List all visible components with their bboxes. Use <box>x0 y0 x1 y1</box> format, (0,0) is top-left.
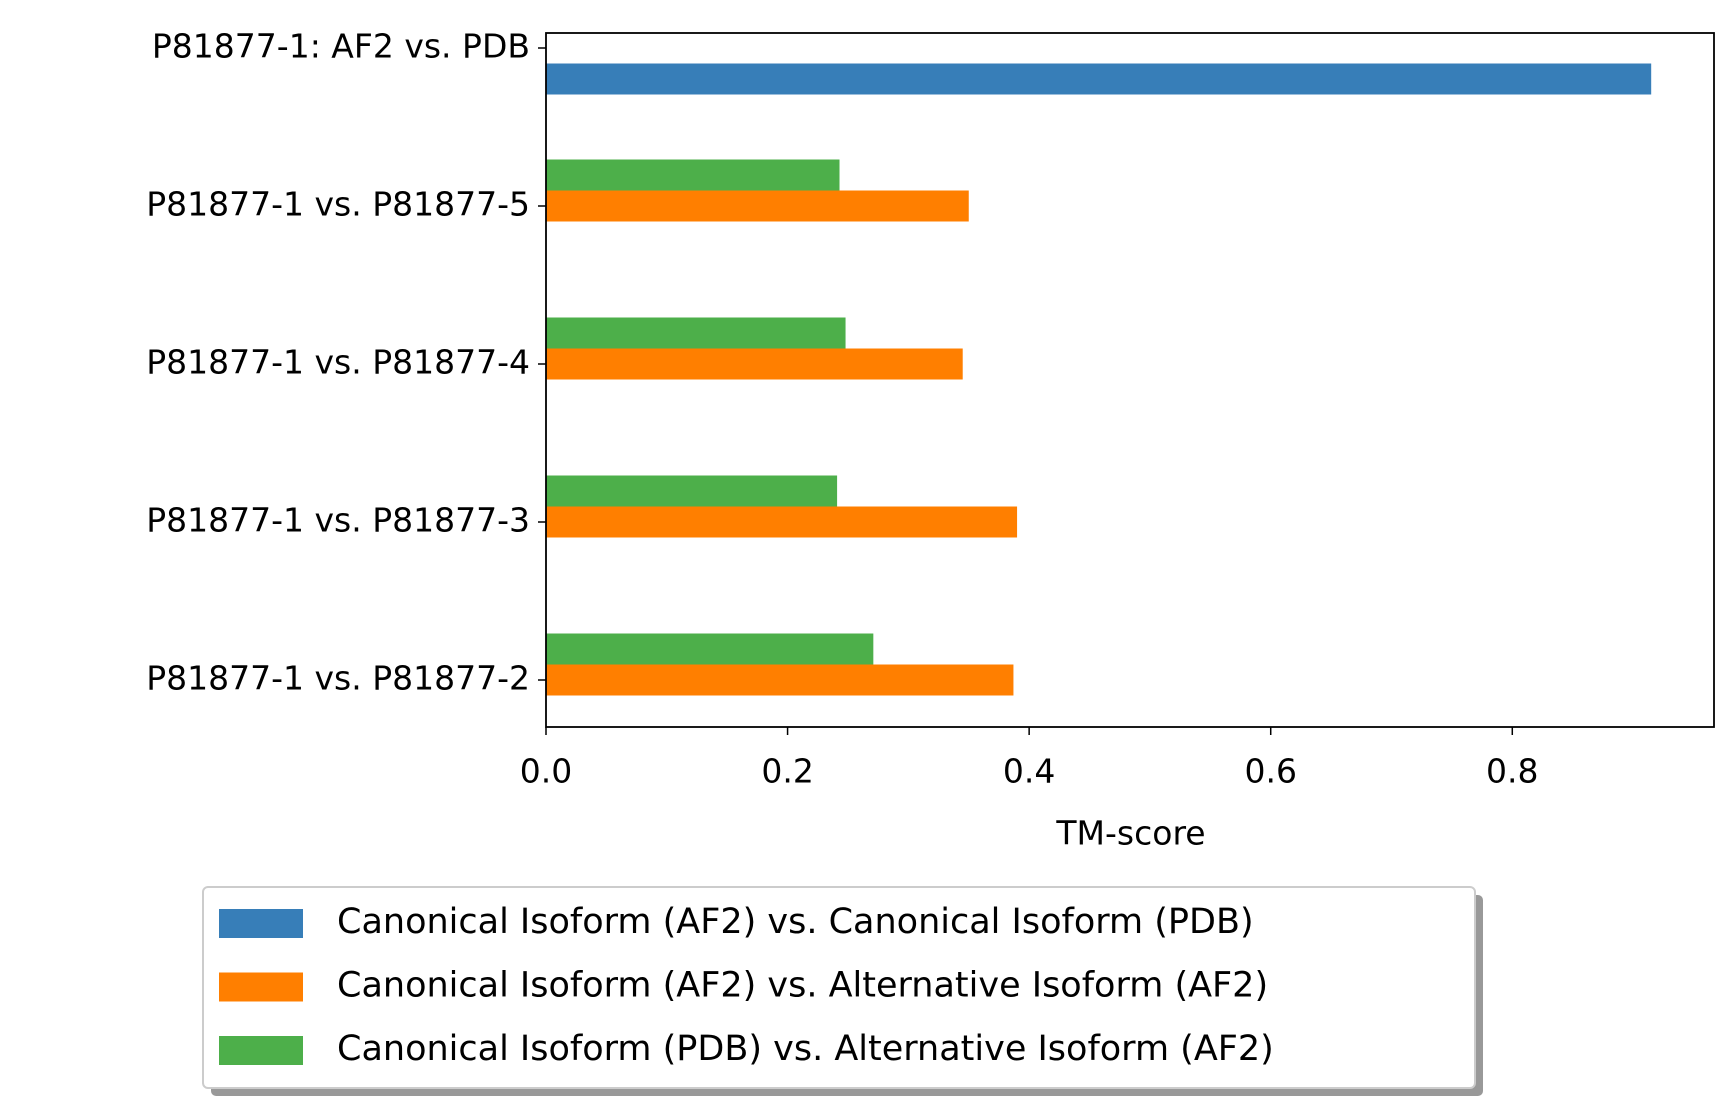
y-tick-label: P81877-1 vs. P81877-2 <box>146 659 530 698</box>
bar <box>546 506 1018 538</box>
y-tick-label: P81877-1 vs. P81877-5 <box>146 185 530 224</box>
bar <box>546 317 846 349</box>
x-tick-label: 0.6 <box>1244 752 1296 791</box>
bar <box>546 475 838 507</box>
bar <box>546 664 1014 696</box>
x-tick-label: 0.4 <box>1003 752 1055 791</box>
legend-label: Canonical Isoform (AF2) vs. Alternative … <box>337 966 1268 1006</box>
bar <box>546 159 840 191</box>
y-tick-label: P81877-1 vs. P81877-3 <box>146 501 530 540</box>
plot-frame <box>545 32 1715 728</box>
x-tick-label: 0.2 <box>761 752 813 791</box>
legend-swatch <box>219 909 303 938</box>
legend-label: Canonical Isoform (PDB) vs. Alternative … <box>337 1029 1274 1069</box>
legend-label: Canonical Isoform (AF2) vs. Canonical Is… <box>337 902 1254 942</box>
legend-swatch <box>219 972 303 1002</box>
bar <box>546 633 874 665</box>
legend-swatch <box>219 1036 303 1065</box>
x-axis-label: TM-score <box>1055 814 1205 853</box>
bar <box>546 190 969 222</box>
bar <box>546 348 963 380</box>
x-tick-label: 0.0 <box>520 752 572 791</box>
legend: Canonical Isoform (AF2) vs. Canonical Is… <box>202 886 1483 1096</box>
legend-box <box>202 886 1476 1089</box>
bar <box>546 63 1652 95</box>
y-tick-label: P81877-1 vs. P81877-4 <box>146 343 530 382</box>
y-tick-label: P81877-1: AF2 vs. PDB <box>152 27 530 66</box>
x-tick-label: 0.8 <box>1486 752 1538 791</box>
